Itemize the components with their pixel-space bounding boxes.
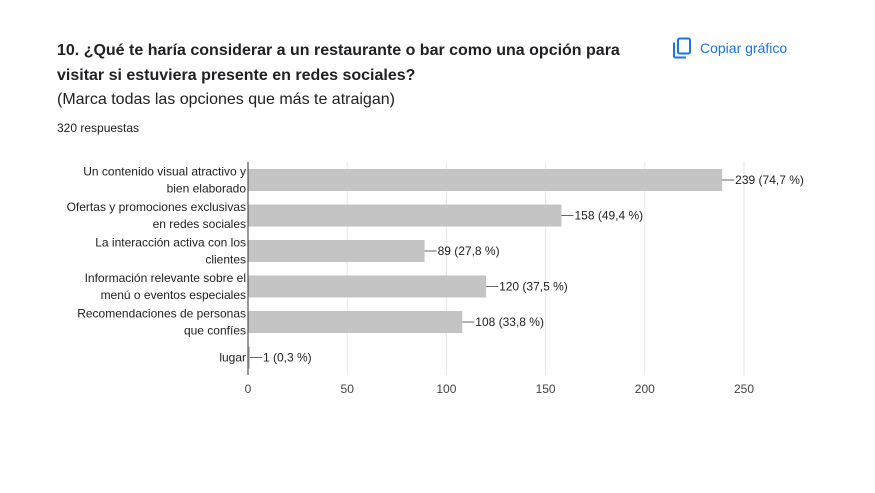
data-label: 89 (27,8 %) [438,244,500,258]
response-count: 320 respuestas [57,121,140,135]
category-label: Un contenido visual atractivo y bien elab… [83,165,246,196]
bar [248,169,723,191]
data-label: 239 (74,7 %) [735,173,804,187]
category-label: Recomendaciones de personas que confíes [77,307,246,338]
bar [248,240,425,262]
x-tick-label: 250 [734,382,754,396]
category-label: lugar [219,351,246,365]
category-label: Ofertas y promociones exclusivas en redes… [67,200,246,231]
copy-chart-label: Copiar gráfico [700,40,788,56]
question-title: 10. ¿Qué te haría considerar a un restau… [57,42,620,84]
x-tick-label: 150 [536,382,556,396]
data-label: 1 (0,3 %) [263,351,312,365]
bar [248,346,250,369]
bar [248,311,463,333]
x-tick-label: 200 [635,382,655,396]
x-tick-label: 50 [341,382,355,396]
x-tick-label: 0 [245,382,252,396]
copy-icon [672,37,692,59]
data-label: 158 (49,4 %) [574,209,643,223]
data-label: 108 (33,8 %) [475,315,544,329]
x-tick-label: 100 [436,382,456,396]
bar [248,204,562,227]
data-label: 120 (37,5 %) [499,280,568,294]
category-label: La interacción activa con los clientes [95,236,246,267]
question-subtitle: (Marca todas las opciones que más te atr… [57,91,395,108]
category-label: Información relevante sobre el menú o eve… [85,271,246,302]
bar [248,275,487,298]
copy-chart-button[interactable]: Copiar gráfico [672,34,787,62]
